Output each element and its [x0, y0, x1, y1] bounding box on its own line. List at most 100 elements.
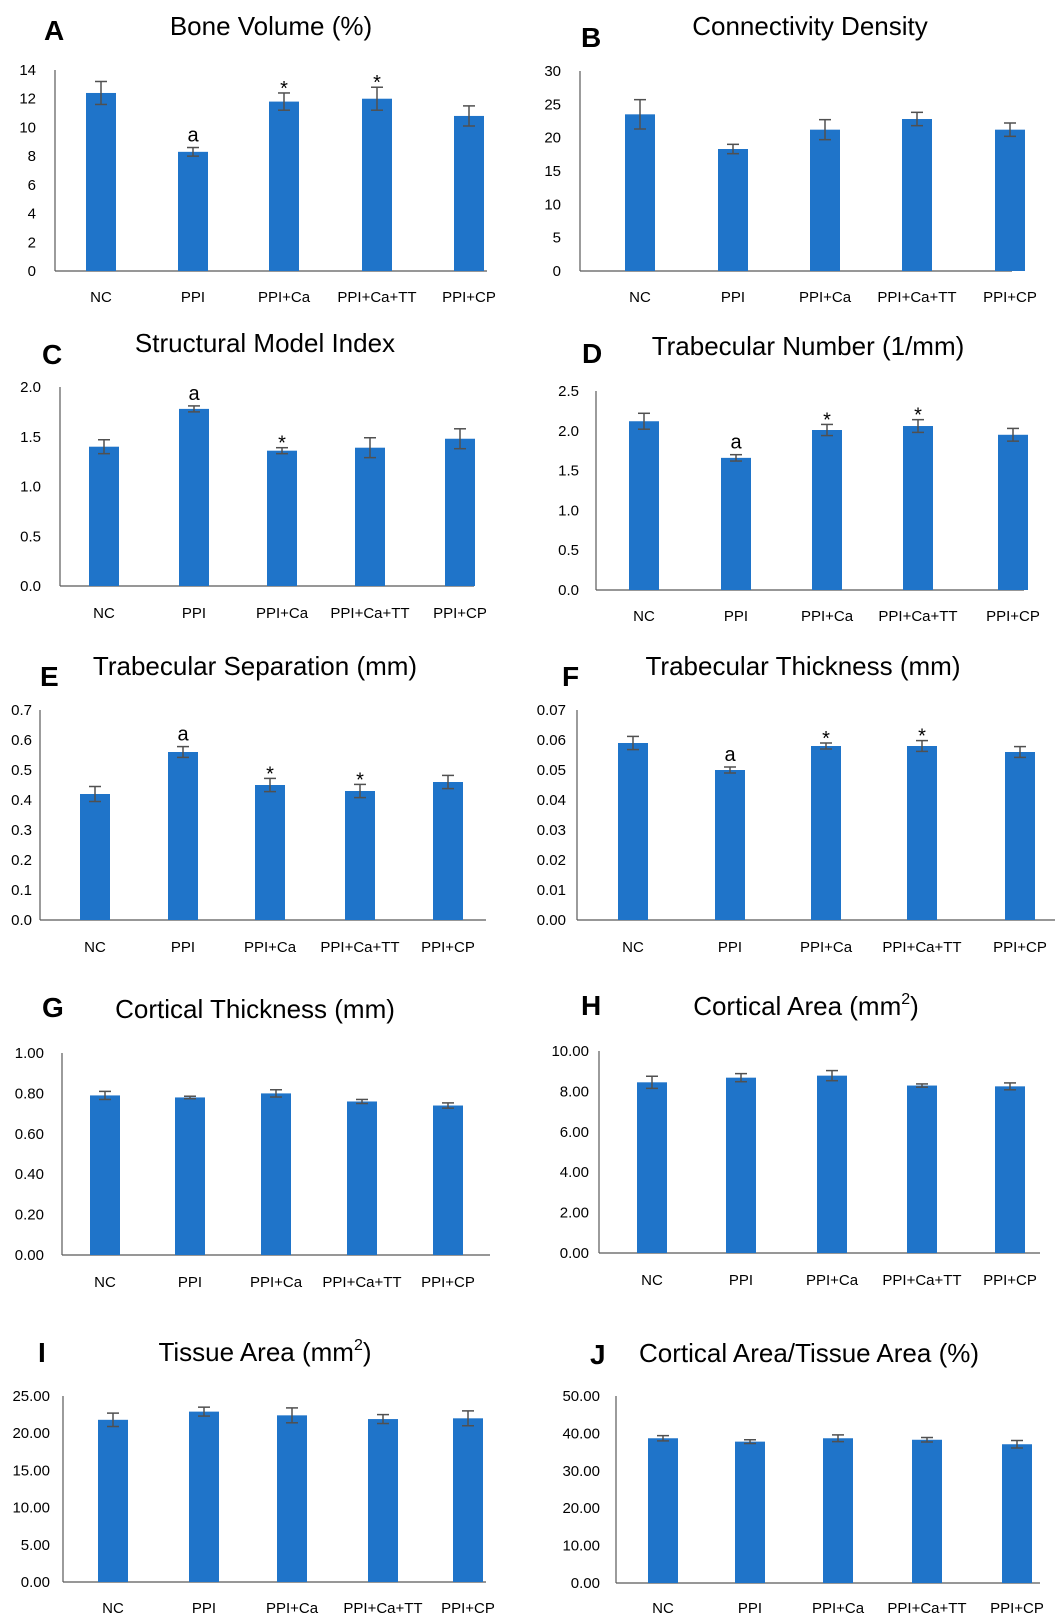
- y-tick-label: 0.01: [537, 882, 566, 899]
- bar-ppi-ca: [823, 1438, 853, 1583]
- x-category-label: PPI: [738, 1600, 762, 1616]
- bar-nc: [90, 1095, 120, 1255]
- bar-nc: [637, 1082, 667, 1253]
- x-category-label: PPI+Ca: [806, 1272, 859, 1289]
- y-tick-label: 0.60: [15, 1126, 44, 1143]
- y-tick-label: 0.00: [15, 1247, 44, 1264]
- x-category-label: PPI: [192, 1600, 216, 1616]
- y-tick-label: 10.00: [12, 1500, 50, 1517]
- x-category-label: PPI+Ca: [812, 1600, 865, 1616]
- x-category-label: PPI+Ca+TT: [320, 939, 399, 956]
- x-category-label: PPI+Ca+TT: [322, 1274, 401, 1291]
- panel-a: A Bone Volume (%) 0 2 4 6 8 10 12 14 NC a PPI * PPI+Ca…: [19, 11, 496, 306]
- panel-f: F Trabecular Thickness (mm) 0.00 0.01 0.02 0.…: [537, 651, 1055, 956]
- y-tick-label: 20.00: [12, 1425, 50, 1442]
- bar-ppi-cp: [995, 1086, 1025, 1253]
- bar-ppi-cp: [995, 129, 1025, 271]
- bar-ppi-ca-tt: [907, 1085, 937, 1253]
- significance-star: *: [278, 433, 286, 455]
- y-tick-label: 1.0: [558, 502, 579, 519]
- x-category-label: PPI+CP: [442, 289, 496, 306]
- y-tick-label: 20: [544, 130, 561, 147]
- bar-nc: [86, 92, 116, 271]
- panel-i: I Tissue Area (mm2) 0.00 5.00 10.00 15.00 20.0…: [12, 1337, 494, 1616]
- x-category-label: PPI+Ca: [799, 289, 852, 306]
- panel-e: E Trabecular Separation (mm) 0.0 0.1 0.2 0.3 0…: [11, 651, 486, 956]
- chart-title: Trabecular Separation (mm): [93, 651, 417, 681]
- panel-letter: E: [40, 661, 59, 692]
- x-category-label: PPI+Ca: [256, 605, 309, 622]
- bar-ppi: [168, 752, 198, 920]
- significance-letter: a: [724, 744, 736, 766]
- bar-ppi: [715, 770, 745, 920]
- panel-letter: G: [42, 992, 64, 1023]
- bar-ppi: [179, 408, 209, 586]
- bar-ppi: [189, 1411, 219, 1582]
- y-tick-label: 0.07: [537, 702, 566, 719]
- panel-letter: B: [581, 22, 601, 53]
- x-category-label: PPI: [181, 289, 205, 306]
- chart-title: Structural Model Index: [135, 328, 395, 358]
- bar-ppi-ca-tt: [907, 746, 937, 920]
- significance-star: *: [822, 728, 830, 750]
- title-tail: ): [910, 991, 919, 1021]
- y-tick-label: 2: [28, 234, 36, 251]
- significance-star: *: [356, 769, 364, 791]
- bar-ppi-cp: [445, 438, 475, 586]
- y-tick-label: 0.2: [11, 852, 32, 869]
- y-tick-label: 0.5: [558, 542, 579, 559]
- x-category-label: PPI+CP: [990, 1600, 1044, 1616]
- y-tick-label: 0.03: [537, 822, 566, 839]
- y-tick-label: 0.00: [571, 1575, 600, 1592]
- significance-star: *: [280, 78, 288, 100]
- y-tick-label: 0.0: [20, 578, 41, 595]
- bar-nc: [98, 1419, 128, 1582]
- x-category-label: PPI+Ca+TT: [337, 289, 416, 306]
- y-tick-label: 12: [19, 91, 36, 108]
- x-category-label: PPI+CP: [421, 1274, 475, 1291]
- significance-letter: a: [177, 724, 189, 746]
- y-tick-label: 4.00: [560, 1164, 589, 1181]
- bar-ppi-ca-tt: [903, 426, 933, 590]
- x-category-label: PPI+CP: [441, 1600, 495, 1616]
- chart-title: Cortical Area/Tissue Area (%): [639, 1338, 979, 1368]
- y-tick-label: 1.5: [20, 429, 41, 446]
- y-tick-label: 0.4: [11, 792, 32, 809]
- y-tick-label: 25.00: [12, 1388, 50, 1405]
- bar-ppi-ca-tt: [362, 98, 392, 271]
- chart-title: Trabecular Number (1/mm): [652, 331, 965, 361]
- x-category-label: PPI+Ca: [266, 1600, 319, 1616]
- y-tick-label: 2.00: [560, 1205, 589, 1222]
- y-tick-label: 15: [544, 163, 561, 180]
- x-category-label: PPI+Ca: [258, 289, 311, 306]
- panel-letter: D: [582, 338, 602, 369]
- y-tick-label: 0.1: [11, 882, 32, 899]
- bar-ppi-cp: [1005, 752, 1035, 920]
- x-category-label: PPI: [729, 1272, 753, 1289]
- bar-nc: [648, 1438, 678, 1583]
- x-category-label: PPI+Ca+TT: [877, 289, 956, 306]
- bar-ppi-cp: [454, 115, 484, 271]
- bar-ppi: [721, 457, 751, 590]
- y-tick-label: 10: [544, 196, 561, 213]
- panel-d: D Trabecular Number (1/mm) 0.0 0.5 1.0 1.5 2.0…: [558, 331, 1040, 625]
- y-tick-label: 0.3: [11, 822, 32, 839]
- x-category-label: PPI+Ca+TT: [887, 1600, 966, 1616]
- y-tick-label: 5.00: [21, 1537, 50, 1554]
- bar-ppi-ca-tt: [912, 1439, 942, 1583]
- y-tick-label: 8.00: [560, 1083, 589, 1100]
- x-category-label: NC: [93, 605, 115, 622]
- bar-nc: [629, 421, 659, 590]
- y-tick-label: 0.00: [21, 1574, 50, 1591]
- bar-ppi-cp: [453, 1418, 483, 1582]
- y-tick-label: 0: [553, 263, 561, 280]
- x-category-label: PPI: [718, 939, 742, 956]
- y-tick-label: 0.0: [11, 912, 32, 929]
- bar-nc: [89, 446, 119, 586]
- y-tick-label: 0.5: [20, 528, 41, 545]
- x-category-label: PPI+Ca: [250, 1274, 303, 1291]
- panel-b: B Connectivity Density 0 5 10 15 20 25 30 NC PPI PP…: [544, 11, 1037, 306]
- chart-title: Tissue Area (mm2): [158, 1337, 371, 1367]
- y-tick-label: 0.40: [15, 1166, 44, 1183]
